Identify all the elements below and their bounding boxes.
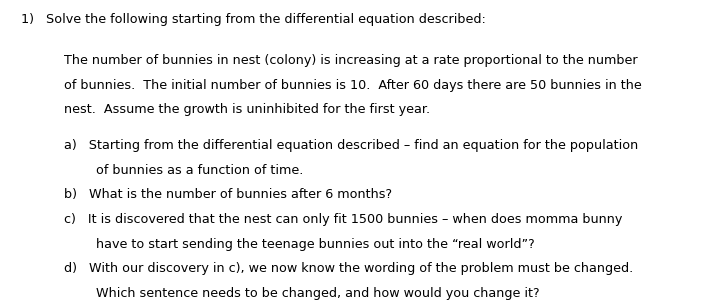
- Text: 1)   Solve the following starting from the differential equation described:: 1) Solve the following starting from the…: [21, 14, 486, 26]
- Text: b)   What is the number of bunnies after 6 months?: b) What is the number of bunnies after 6…: [64, 188, 392, 201]
- Text: nest.  Assume the growth is uninhibited for the first year.: nest. Assume the growth is uninhibited f…: [64, 103, 430, 116]
- Text: have to start sending the teenage bunnies out into the “real world”?: have to start sending the teenage bunnie…: [96, 238, 535, 250]
- Text: c)   It is discovered that the nest can only fit 1500 bunnies – when does momma : c) It is discovered that the nest can on…: [64, 213, 623, 226]
- Text: of bunnies.  The initial number of bunnies is 10.  After 60 days there are 50 bu: of bunnies. The initial number of bunnie…: [64, 79, 642, 92]
- Text: Which sentence needs to be changed, and how would you change it?: Which sentence needs to be changed, and …: [96, 287, 540, 300]
- Text: of bunnies as a function of time.: of bunnies as a function of time.: [96, 164, 303, 177]
- Text: d)   With our discovery in c), we now know the wording of the problem must be ch: d) With our discovery in c), we now know…: [64, 262, 633, 275]
- Text: a)   Starting from the differential equation described – find an equation for th: a) Starting from the differential equati…: [64, 139, 638, 152]
- Text: The number of bunnies in nest (colony) is increasing at a rate proportional to t: The number of bunnies in nest (colony) i…: [64, 54, 637, 67]
